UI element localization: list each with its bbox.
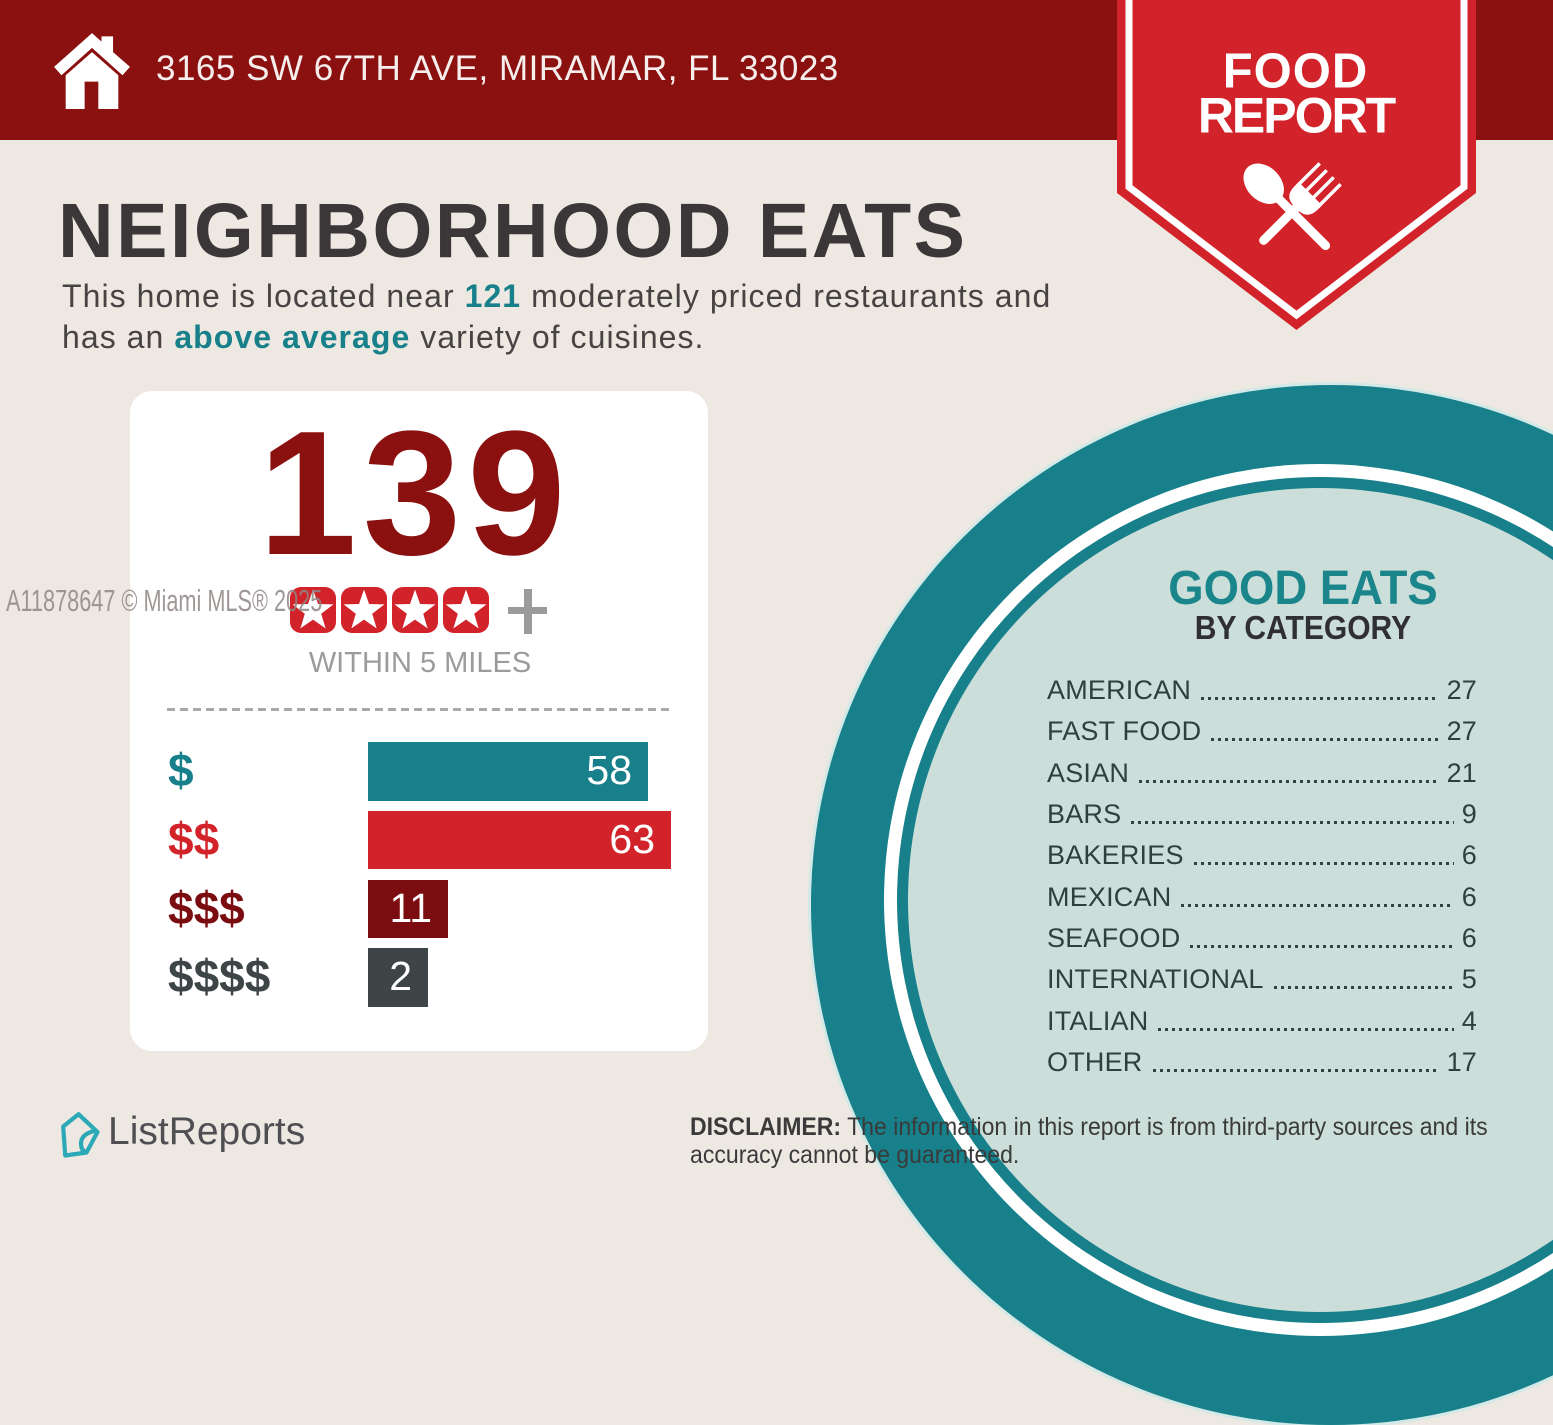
svg-text:FOOD: FOOD [1223,45,1369,99]
svg-text:REPORT: REPORT [1198,88,1396,144]
